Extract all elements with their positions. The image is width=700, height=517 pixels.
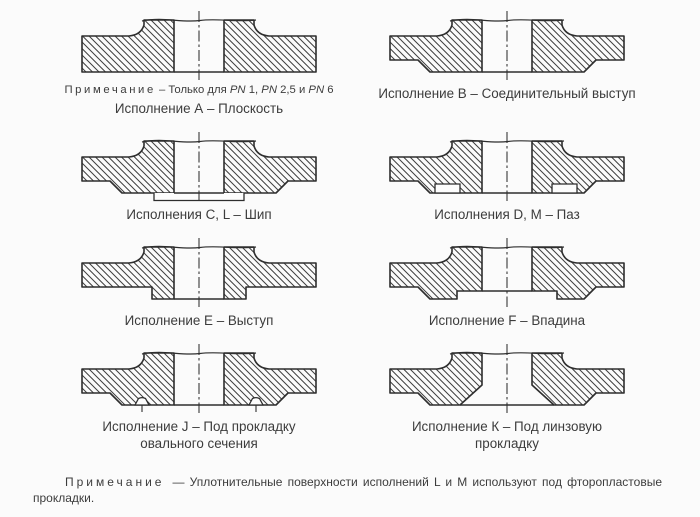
flange-body [81,246,317,300]
break-line [449,351,565,355]
figure-note-segment: PN [229,84,246,96]
caption-line-2: овального сечения [140,436,258,451]
figure-caption: Исполнение К – Под линзовую прокладку [412,418,602,452]
figure-caption: Исполнения С, L – Шип [126,206,271,223]
figure-a: Примечание – Только для PN 1, PN 2,5 и P… [58,8,340,117]
flange-body [81,352,317,406]
break-line [449,139,565,143]
caption-line-1: Исполнение К – Под линзовую [411,419,603,434]
figure-dm: Исполнения D, М – Паз [366,129,648,223]
figure-k: Исполнение К – Под линзовую прокладку [366,341,648,452]
figure-note-segment: 1, [245,84,262,96]
figure-note-segment: PN [261,84,277,96]
groove-right [551,183,578,194]
figure-note: Примечание – Только для PN 1, PN 2,5 и P… [64,83,333,97]
flange-section-flat-face-drawing [81,11,317,80]
break-line [141,18,257,22]
figure-e: Исполнение Е – Выступ [58,235,340,329]
flange-body [81,140,317,194]
figure-caption: Исполнение А – Плоскость [115,100,283,117]
figure-note-segment: 6 [324,84,334,96]
figure-b: Исполнение В – Соединительный выступ [366,8,648,117]
flange-body [389,140,625,194]
caption-line-1: Исполнение J – Под прокладку [102,419,296,434]
groove-left [434,183,461,194]
flange-section-raised-connecting-face-drawing [389,11,625,80]
figure-caption: Исполнение В – Соединительный выступ [378,85,635,102]
oval-groove-right [247,397,265,406]
figure-note-segment: PN [308,84,325,96]
flange-body [389,19,625,73]
figure-caption: Исполнение F – Впадина [429,312,585,329]
caption-line-1: Исполнение Е – Выступ [124,313,274,328]
flange-section-groove-drawing [389,132,625,201]
break-line [141,139,257,143]
figure-j: Исполнение J – Под прокладку овального с… [58,341,340,452]
break-line [449,18,565,22]
caption-line-1: Исполнение В – Соединительный выступ [378,86,636,101]
oval-groove-left [133,397,151,406]
footnote: Примечание — Уплотнительные поверхности и… [33,474,662,506]
flange-section-female-face-drawing [389,238,625,307]
caption-line-1: Исполнения D, М – Паз [434,207,580,222]
flange-section-male-face-drawing [81,238,317,307]
break-line [449,245,565,249]
flange-section-oval-gasket-seat-drawing [81,344,317,413]
caption-line-2: прокладку [475,436,539,451]
caption-line-1: Исполнения С, L – Шип [126,207,272,222]
break-line [141,245,257,249]
flange-body [81,19,317,73]
figure-note-segment: – Только для [155,84,230,96]
footnote-text: — Уплотнительные поверхности исполнений … [33,475,662,505]
figure-note-segment: 2,5 и [276,84,309,96]
flange-section-tongue-drawing [81,132,317,202]
flange-body [389,246,625,300]
figure-caption: Исполнение J – Под прокладку овального с… [102,418,295,452]
figure-f: Исполнение F – Впадина [366,235,648,329]
footnote-label: Примечание [65,475,165,489]
figure-cl: Исполнения С, L – Шип [58,129,340,223]
figure-caption: Исполнения D, М – Паз [434,206,579,223]
caption-line-1: Исполнение F – Впадина [428,313,586,328]
figures-grid: Примечание – Только для PN 1, PN 2,5 и P… [0,8,700,464]
break-line [141,351,257,355]
flange-body [389,352,625,406]
figure-caption: Исполнение Е – Выступ [125,312,274,329]
figure-note-segment: Примечание [64,84,156,96]
caption-line-1: Исполнение А – Плоскость [114,101,284,116]
flange-section-lens-gasket-seat-drawing [389,344,625,413]
